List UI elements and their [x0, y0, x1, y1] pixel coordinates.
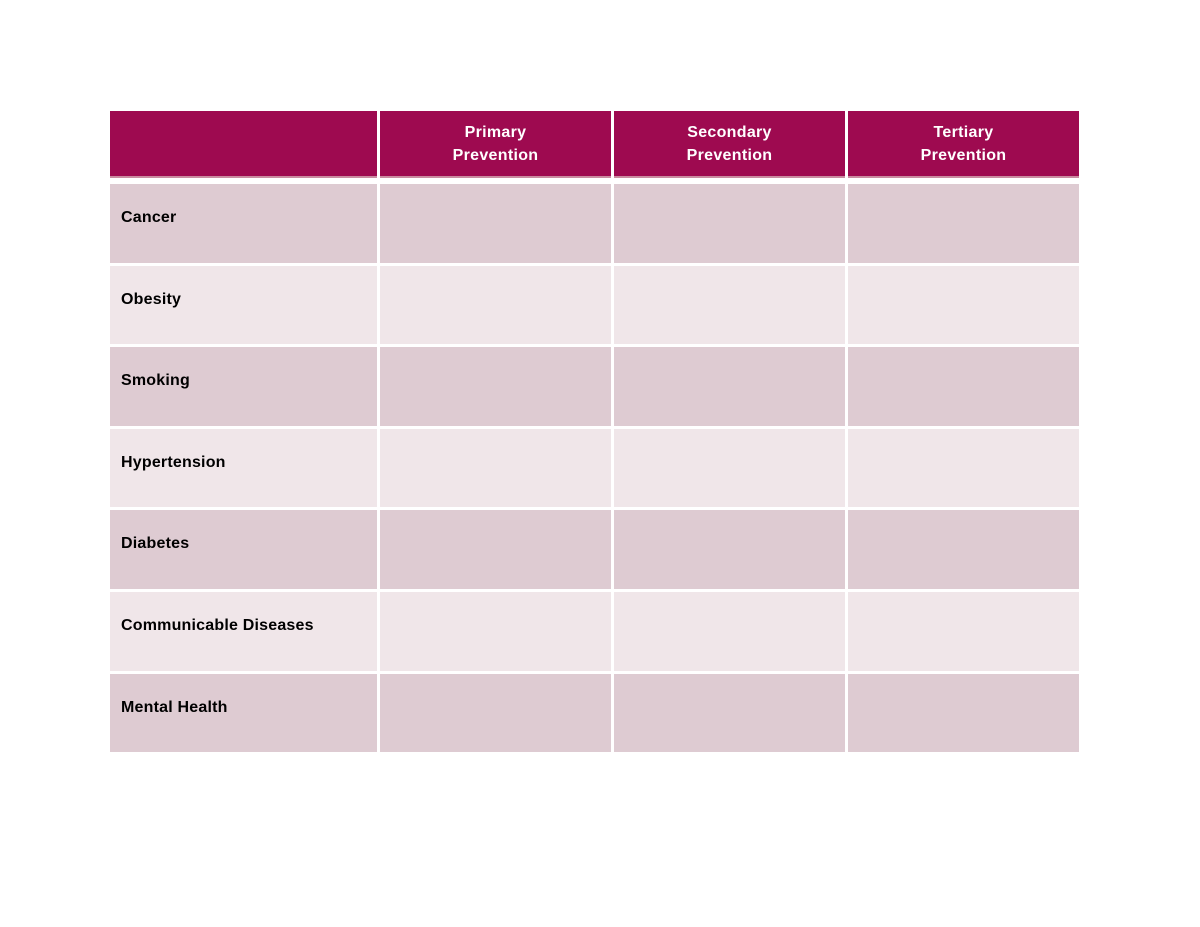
table-cell [614, 347, 845, 426]
row-label-smoking: Smoking [110, 347, 377, 426]
table-body: Cancer Obesity Smoking Hypertension [110, 184, 1079, 753]
table-cell [848, 510, 1079, 589]
table-header-row: Primary Prevention Secondary Prevention … [110, 111, 1079, 176]
header-cell-empty [110, 111, 377, 176]
table-cell [380, 265, 611, 345]
table-row-obesity: Obesity [110, 265, 1079, 345]
table-row-communicable-diseases: Communicable Diseases [110, 591, 1079, 671]
table-cell [380, 510, 611, 589]
table-cell [614, 510, 845, 589]
row-label-cancer: Cancer [110, 184, 377, 263]
row-label-hypertension: Hypertension [110, 428, 377, 508]
table-cell [848, 347, 1079, 426]
table-cell [614, 428, 845, 508]
table-row-cancer: Cancer [110, 184, 1079, 263]
table-row-diabetes: Diabetes [110, 510, 1079, 589]
table-cell [380, 428, 611, 508]
prevention-table: Primary Prevention Secondary Prevention … [110, 111, 1079, 753]
header-cell-secondary-prevention: Secondary Prevention [614, 111, 845, 176]
row-label-diabetes: Diabetes [110, 510, 377, 589]
table-cell [380, 347, 611, 426]
row-label-mental-health: Mental Health [110, 673, 377, 753]
table-cell [614, 673, 845, 753]
row-label-communicable-diseases: Communicable Diseases [110, 591, 377, 671]
table-cell [848, 673, 1079, 753]
table-cell [614, 591, 845, 671]
table-cell [380, 591, 611, 671]
table-row-hypertension: Hypertension [110, 428, 1079, 508]
table-cell [848, 184, 1079, 263]
table-cell [848, 591, 1079, 671]
table-row-smoking: Smoking [110, 347, 1079, 426]
table-cell [614, 265, 845, 345]
table-cell [380, 673, 611, 753]
header-cell-primary-prevention: Primary Prevention [380, 111, 611, 176]
table-cell [614, 184, 845, 263]
table-cell [848, 265, 1079, 345]
table-cell [848, 428, 1079, 508]
row-label-obesity: Obesity [110, 265, 377, 345]
table-cell [380, 184, 611, 263]
table-row-mental-health: Mental Health [110, 673, 1079, 753]
header-cell-tertiary-prevention: Tertiary Prevention [848, 111, 1079, 176]
